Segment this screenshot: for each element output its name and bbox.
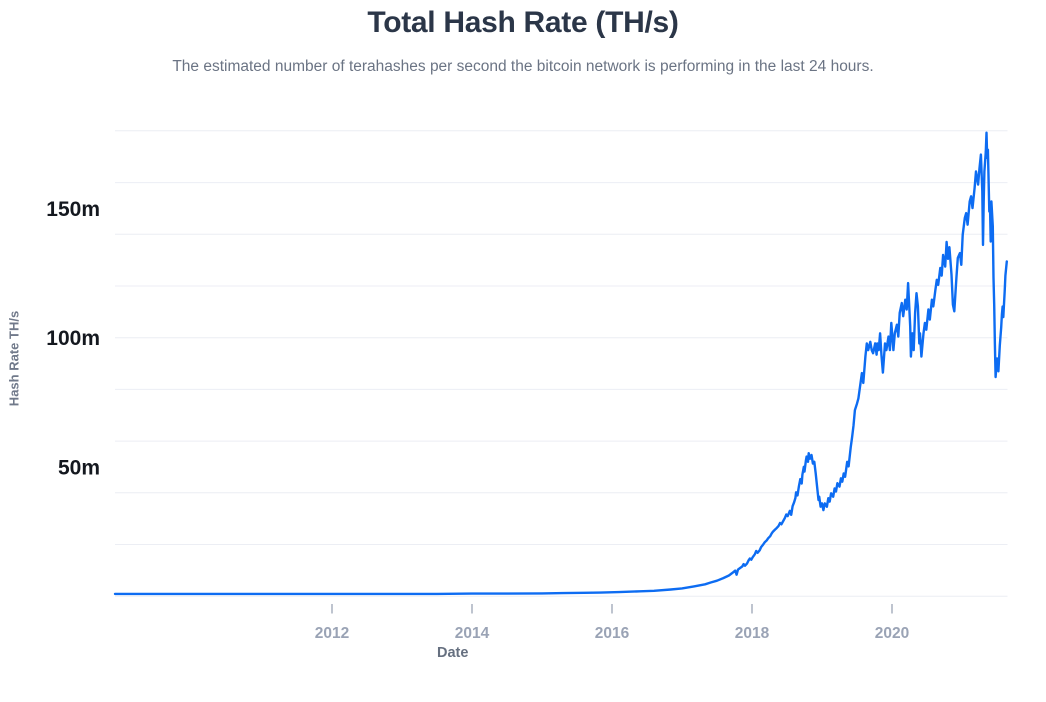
x-tick-label: 2018 bbox=[735, 625, 770, 642]
y-axis-title: Hash Rate TH/s bbox=[6, 310, 22, 407]
page-subtitle: The estimated number of terahashes per s… bbox=[172, 58, 874, 75]
x-tick-label: 2012 bbox=[315, 625, 349, 642]
x-axis-title: Date bbox=[437, 645, 469, 661]
x-tick-label: 2020 bbox=[875, 625, 909, 642]
hash-rate-line bbox=[113, 131, 1008, 596]
y-tick-label: 50m bbox=[58, 456, 100, 479]
x-tick-label: 2014 bbox=[455, 625, 490, 642]
x-tick-label: 2016 bbox=[595, 625, 630, 642]
page-title: Total Hash Rate (TH/s) bbox=[367, 6, 679, 39]
y-tick-label: 150m bbox=[46, 198, 100, 221]
y-tick-label: 100m bbox=[46, 327, 100, 350]
